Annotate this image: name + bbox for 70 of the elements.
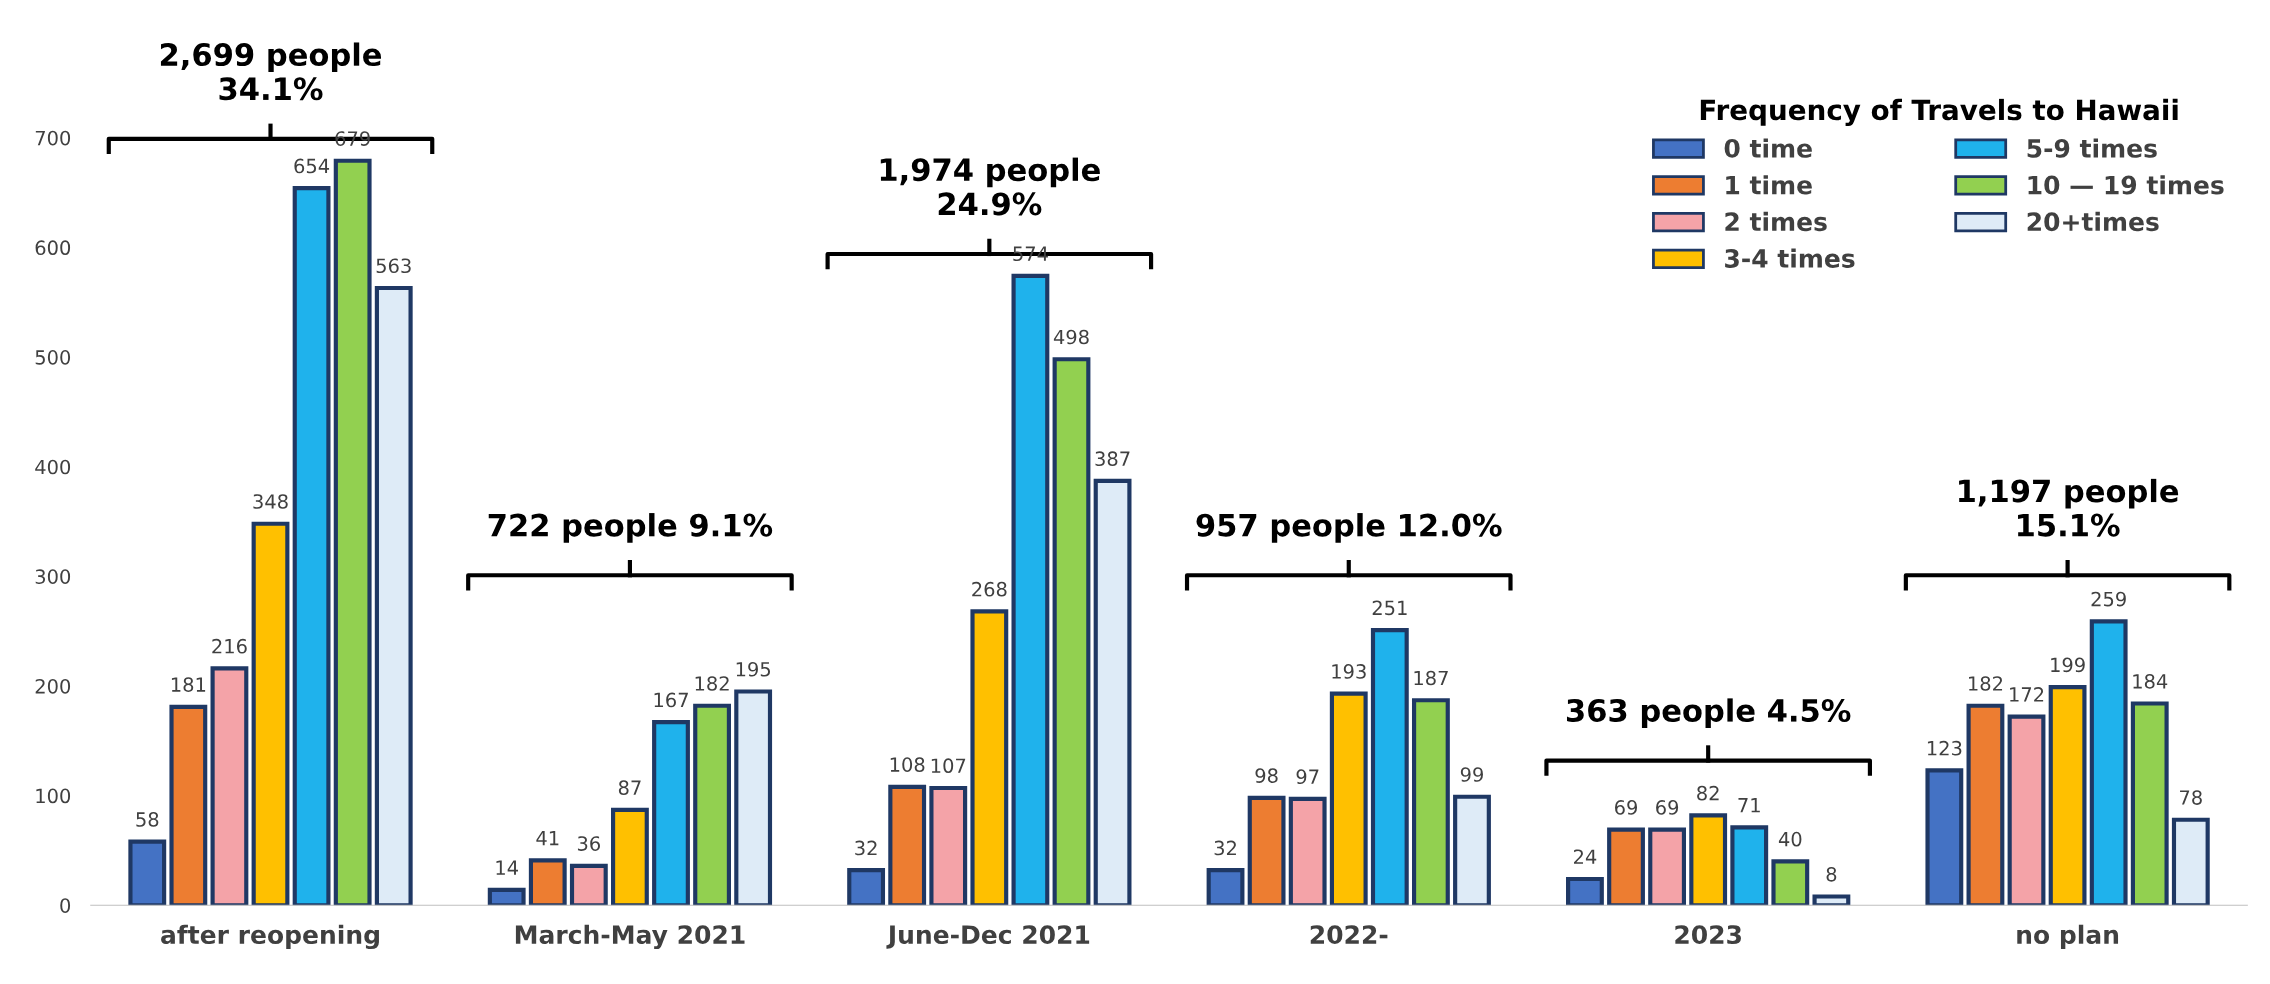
data-label: 69 — [1615, 800, 1638, 815]
data-label: 654 — [294, 158, 330, 174]
annotation: 957 people 12.0% — [1196, 513, 1502, 543]
y-tick-label: 100 — [36, 788, 71, 804]
data-label: 98 — [1255, 768, 1278, 783]
annotation: 363 people 4.5% — [1566, 698, 1851, 728]
data-label: 182 — [1969, 676, 2003, 691]
data-label: 40 — [1778, 831, 1802, 847]
data-label: 32 — [855, 840, 877, 856]
data-label: 251 — [1372, 600, 1407, 616]
data-label: 71 — [1738, 798, 1760, 813]
data-label: 199 — [2051, 657, 2085, 673]
legend-label: 10 — 19 times — [2028, 175, 2224, 195]
data-label: 14 — [496, 860, 518, 875]
data-label: 99 — [1460, 767, 1483, 782]
annotation: 1,197 people 15.1% — [1959, 478, 2179, 537]
data-label: 36 — [577, 836, 600, 851]
data-label: 259 — [2091, 591, 2126, 607]
data-label: 167 — [654, 692, 688, 708]
data-label: 41 — [536, 830, 559, 846]
x-tick-label: June-Dec 2021 — [886, 925, 1090, 949]
data-label: 216 — [212, 638, 247, 654]
legend-label: 20+times — [2027, 211, 2159, 232]
y-tick-label: 600 — [35, 240, 71, 256]
y-tick-label: 0 — [60, 898, 71, 913]
data-label: 58 — [136, 812, 159, 827]
legend-label: 0 time — [1724, 138, 1812, 158]
y-tick-label: 300 — [35, 569, 71, 585]
data-label: 195 — [736, 661, 771, 677]
data-label: 32 — [1214, 840, 1236, 856]
data-label: 97 — [1296, 769, 1319, 785]
y-tick-label: 400 — [35, 459, 71, 475]
data-label: 78 — [2180, 790, 2202, 805]
data-label: 123 — [1927, 740, 1962, 756]
legend-label: 3-4 times — [1725, 248, 1855, 268]
data-label: 82 — [1697, 785, 1719, 801]
data-label: 679 — [335, 131, 370, 146]
legend-label: 1 time — [1726, 175, 1812, 195]
y-tick-label: 200 — [35, 678, 71, 694]
y-tick-label: 700 — [35, 130, 71, 146]
data-label: 182 — [695, 676, 729, 691]
annotation: 1,974 people 24.9% — [880, 157, 1100, 216]
data-label: 268 — [972, 581, 1007, 597]
data-label: 87 — [618, 780, 641, 796]
x-tick-label: no plan — [2017, 924, 2119, 949]
data-label: 187 — [1414, 670, 1448, 686]
legend-label: 5-9 times — [2027, 138, 2157, 158]
data-label: 184 — [2133, 673, 2168, 689]
text: 2,699 people 34.1% — [160, 42, 381, 101]
annotation: 722 people 9.1% — [488, 513, 773, 543]
x-tick-label: 2023 — [1675, 925, 1741, 945]
data-label: 574 — [1013, 246, 1048, 262]
data-label: 108 — [890, 757, 925, 772]
x-tick-label: 2022- — [1310, 925, 1388, 945]
x-tick-label: after reopening — [161, 924, 379, 950]
legend-title: Frequency of Travels to Hawaii — [1700, 98, 2178, 126]
legend-label: 2 times — [1725, 211, 1827, 232]
y-tick-label: 500 — [35, 350, 71, 365]
data-label: 563 — [376, 258, 411, 274]
data-label: 69 — [1656, 800, 1679, 815]
x-tick-label: March-May 2021 — [515, 924, 745, 950]
data-label: 24 — [1574, 849, 1597, 864]
data-label: 193 — [1332, 664, 1366, 679]
data-label: 107 — [931, 758, 966, 774]
data-label: 348 — [253, 494, 288, 509]
data-label: 498 — [1053, 329, 1089, 345]
data-label: 181 — [171, 677, 206, 692]
data-label: 8 — [1826, 866, 1837, 882]
data-label: 387 — [1095, 451, 1130, 467]
data-label: 172 — [2010, 687, 2044, 702]
